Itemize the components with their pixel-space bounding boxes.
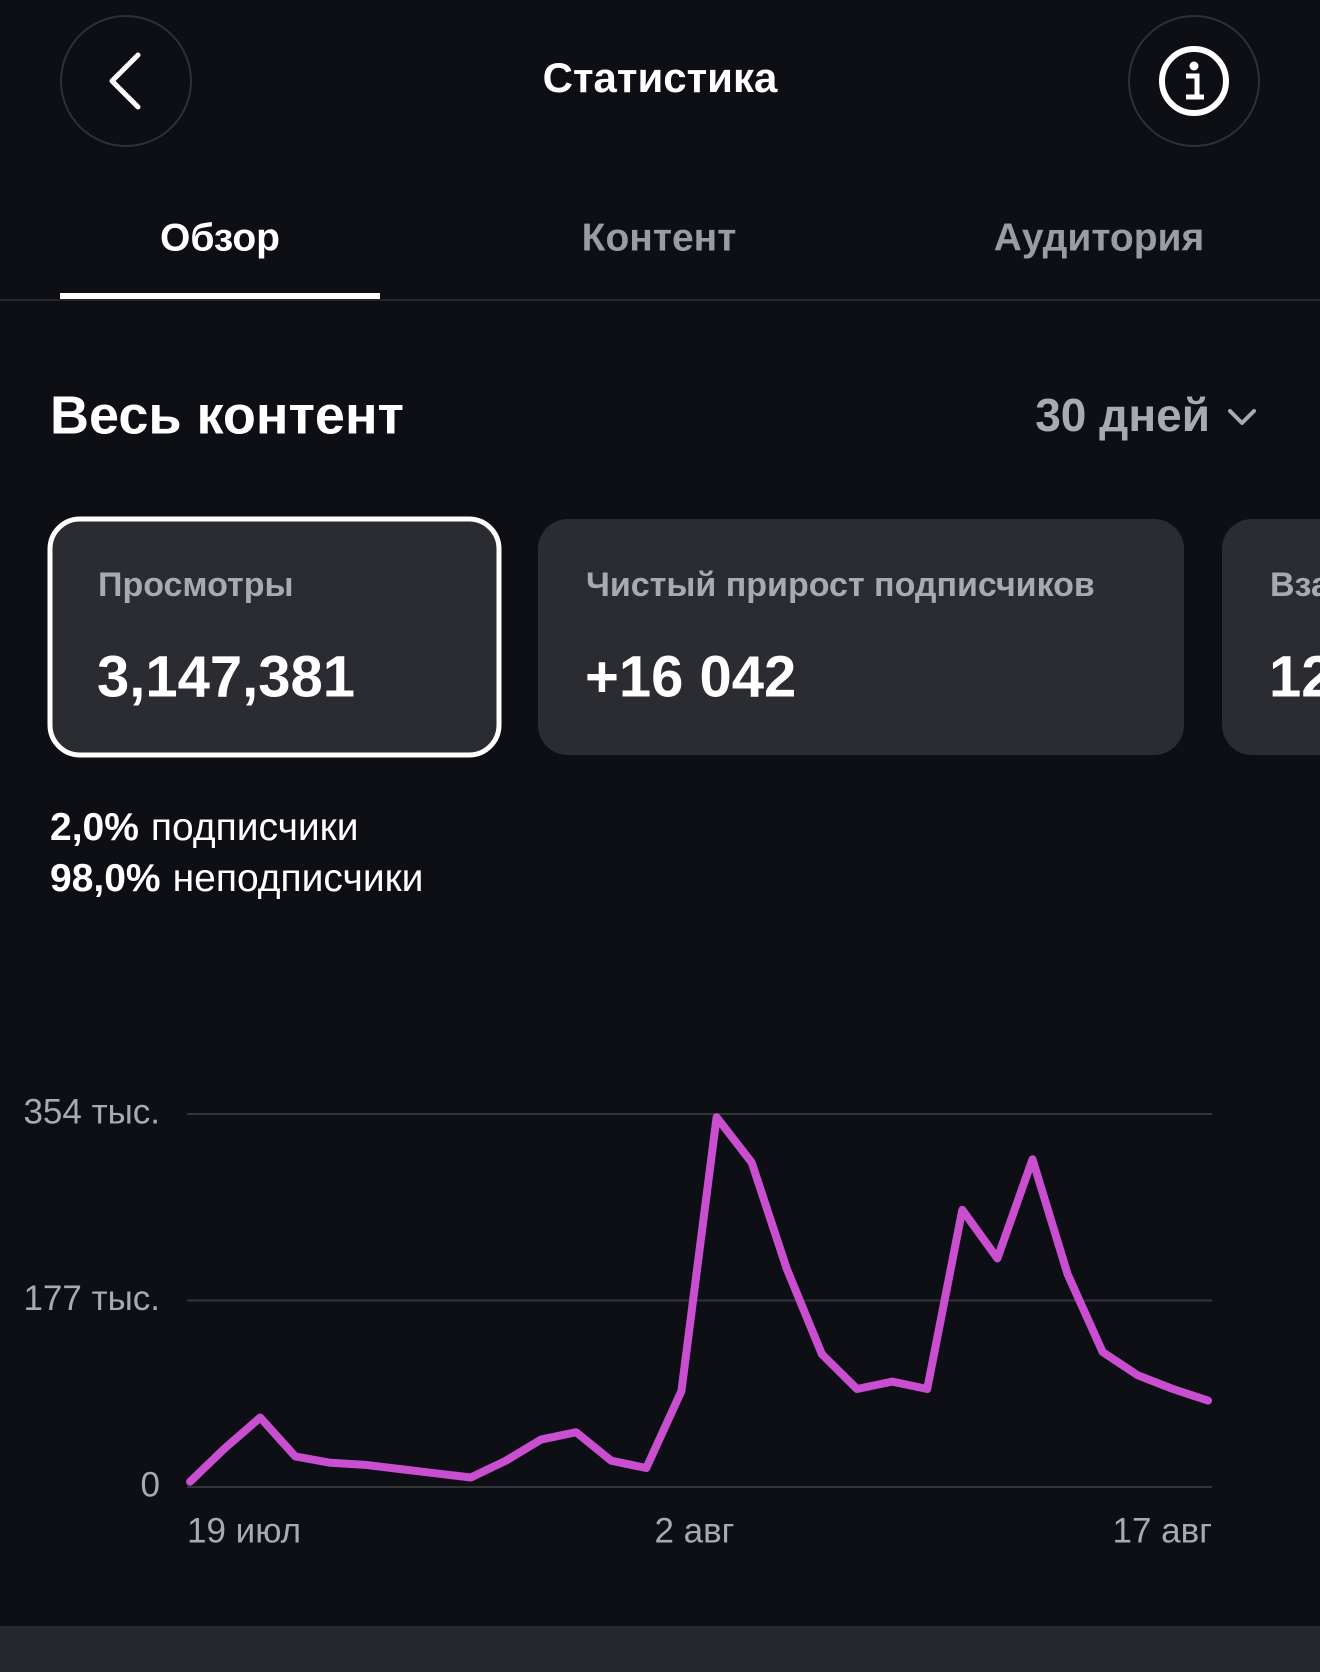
views-line <box>186 1113 1212 1486</box>
tab-underline <box>60 293 380 299</box>
metric-card[interactable] <box>1222 519 1320 755</box>
section-title: Весь контент <box>50 385 404 445</box>
tab-label[interactable]: Обзор <box>160 216 280 259</box>
page-title: Статистика <box>543 54 778 101</box>
cards: Просмотры 3,147,381 Чистый прирост подписч… <box>47 516 1320 758</box>
share-value: 2,0% <box>50 806 139 849</box>
audience-share: 98,0% неподписчики <box>50 857 423 900</box>
info-button[interactable] <box>1128 15 1260 147</box>
metric-value: 3,147,381 <box>97 644 355 709</box>
chart: 0 177 тыс. 354 тыс. 19 июл 2 авг 17 авг <box>23 1092 1212 1550</box>
info-icon-dot[interactable] <box>1189 61 1199 71</box>
x-tick-label: 2 авг <box>654 1511 734 1550</box>
share-value: 98,0% <box>50 857 161 900</box>
metric-value: 12 <box>1269 644 1320 709</box>
tab-label[interactable]: Контент <box>582 216 737 259</box>
back-button[interactable] <box>60 15 192 147</box>
period-selector[interactable]: 30 дней <box>1035 389 1256 441</box>
metric-label: Чистый прирост подписчиков <box>586 566 1095 604</box>
metric-card[interactable] <box>47 516 502 758</box>
info-button-circle[interactable] <box>1128 15 1260 147</box>
share-label: подписчики <box>151 806 359 849</box>
audience-share: 2,0% подписчики <box>50 806 359 849</box>
y-tick-label: 354 тыс. <box>23 1092 160 1131</box>
metric-label: Просмотры <box>98 566 294 604</box>
back-icon[interactable] <box>109 52 141 110</box>
period-label[interactable]: 30 дней <box>1035 389 1210 441</box>
metric-card[interactable] <box>538 519 1184 755</box>
share-label: неподписчики <box>173 857 424 900</box>
y-tick-label: 0 <box>141 1465 160 1504</box>
back-button-circle[interactable] <box>60 15 192 147</box>
breakdown: 2,0% подписчики 98,0% неподписчики <box>50 806 423 900</box>
tabs: Обзор Контент Аудитория <box>60 216 1204 299</box>
metric-label: Вза <box>1270 566 1320 604</box>
y-tick-label: 177 тыс. <box>23 1279 160 1318</box>
x-tick-label: 19 июл <box>187 1511 301 1550</box>
tab-label[interactable]: Аудитория <box>994 216 1205 259</box>
bottom-bar <box>0 1626 1320 1672</box>
period-chevron[interactable] <box>1228 409 1256 425</box>
info-icon-stem[interactable] <box>1186 73 1204 100</box>
x-tick-label: 17 авг <box>1113 1511 1212 1550</box>
metric-value: +16 042 <box>585 644 796 709</box>
info-icon-ring[interactable] <box>1159 46 1229 116</box>
